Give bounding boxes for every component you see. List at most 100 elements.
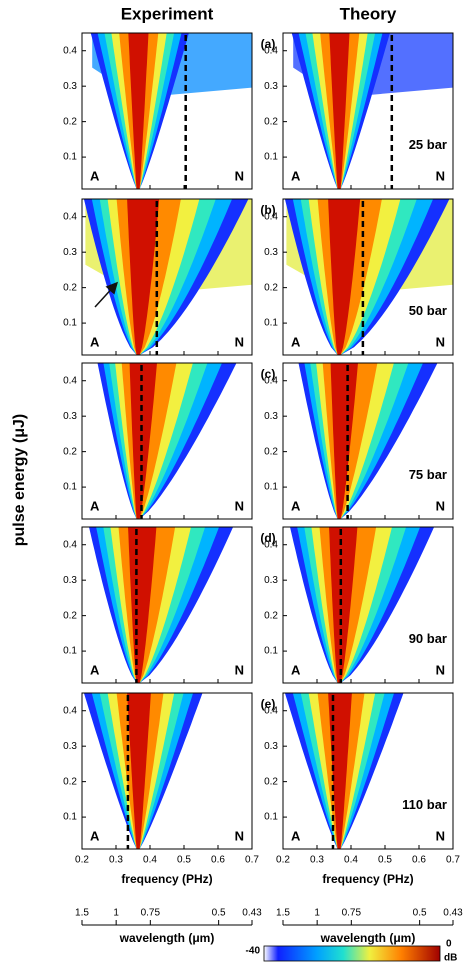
y-tick-label: 0.2: [264, 776, 278, 787]
y-tick-label: 0.4: [63, 211, 77, 222]
y-tick-label: 0.1: [63, 812, 77, 823]
pressure-label: 25 bar: [409, 137, 447, 152]
spectrum: [90, 33, 252, 189]
y-tick-label: 0.2: [264, 446, 278, 457]
y-tick-label: 0.3: [63, 411, 77, 422]
y-tick-label: 0.4: [264, 539, 278, 550]
pressure-label: 50 bar: [409, 303, 447, 318]
y-tick-label: 0.2: [63, 446, 77, 457]
y-tick-label: 0.2: [63, 116, 77, 127]
y-tick-label: 0.3: [63, 81, 77, 92]
y-tick-label: 0.3: [264, 575, 278, 586]
y-tick-label: 0.4: [63, 539, 77, 550]
y-tick-label: 0.2: [264, 282, 278, 293]
spectrum: [284, 693, 404, 849]
panel-frame: [282, 198, 454, 356]
y-tick-label: 0.3: [264, 247, 278, 258]
x-tick-label: 0.2: [276, 855, 290, 866]
y-tick-label: 0.2: [264, 116, 278, 127]
colorbar-min: -40: [246, 946, 261, 957]
panel-label: (b): [260, 203, 275, 217]
corner-label: A: [291, 168, 301, 183]
x2-tick-label: 1: [113, 908, 119, 919]
panel-frame: [81, 362, 253, 520]
corner-label: A: [291, 662, 301, 677]
corner-label: N: [436, 662, 445, 677]
corner-label: N: [235, 498, 244, 513]
spectrum: [298, 363, 438, 519]
x2-tick-label: 0.75: [141, 908, 161, 919]
corner-label: A: [90, 662, 100, 677]
spectrum-layer: [329, 33, 350, 189]
y-tick-label: 0.1: [63, 646, 77, 657]
panel-frame: [282, 362, 454, 520]
panel-frame: [81, 692, 253, 850]
corner-label: A: [291, 334, 301, 349]
corner-label: A: [90, 498, 100, 513]
x-axis-label: frequency (PHz): [322, 872, 413, 886]
y-tick-label: 0.3: [264, 81, 278, 92]
panel: 0.1 0.2 0.3 0.4 A N 90 bar: [264, 526, 454, 684]
corner-label: N: [436, 828, 445, 843]
panel: 0.1 0.2 0.3 0.4 A N: [63, 526, 253, 684]
spectrum: [89, 527, 234, 683]
panel-label: (a): [261, 37, 276, 51]
y-tick-label: 0.4: [264, 45, 278, 56]
y-tick-label: 0.3: [63, 247, 77, 258]
y-tick-label: 0.1: [264, 152, 278, 163]
panel: 0.1 0.2 0.3 0.4 A N 25 bar: [264, 32, 454, 190]
spectrum: [291, 33, 453, 189]
y-tick-label: 0.1: [264, 482, 278, 493]
spectrum-layer: [128, 33, 149, 189]
column-title: Theory: [340, 4, 397, 23]
spectrum: [290, 527, 435, 683]
x-tick-label: 0.5: [177, 855, 191, 866]
y-tick-label: 0.1: [264, 812, 278, 823]
x2-axis-label: wavelength (μm): [320, 931, 416, 945]
corner-label: N: [235, 828, 244, 843]
x2-tick-label: 1: [314, 908, 320, 919]
spectrum-layer: [329, 527, 358, 683]
y-tick-label: 0.2: [264, 610, 278, 621]
pressure-label: 110 bar: [402, 797, 447, 812]
panel-frame: [282, 692, 454, 850]
corner-label: A: [90, 168, 100, 183]
column-title: Experiment: [121, 4, 214, 23]
panel-label: (e): [261, 697, 276, 711]
spectrum-layer: [127, 199, 160, 355]
y-tick-label: 0.4: [63, 705, 77, 716]
y-tick-label: 0.1: [63, 318, 77, 329]
y-tick-label: 0.4: [63, 375, 77, 386]
y-tick-label: 0.3: [264, 411, 278, 422]
corner-label: N: [235, 334, 244, 349]
y-tick-label: 0.4: [264, 375, 278, 386]
pressure-label: 75 bar: [409, 467, 447, 482]
y-tick-label: 0.1: [63, 152, 77, 163]
corner-label: N: [235, 168, 244, 183]
panel-label: (c): [261, 367, 276, 381]
y-tick-label: 0.4: [264, 705, 278, 716]
panel: 0.1 0.2 0.3 0.4 A N: [63, 198, 253, 356]
corner-label: N: [436, 334, 445, 349]
corner-label: A: [291, 498, 301, 513]
y-tick-label: 0.4: [63, 45, 77, 56]
panel-frame: [81, 198, 253, 356]
y-tick-label: 0.4: [264, 211, 278, 222]
panel: 0.1 0.2 0.3 0.4 A N: [63, 362, 253, 520]
x2-tick-label: 0.5: [212, 908, 226, 919]
panel-frame: [282, 32, 454, 190]
x2-tick-label: 0.75: [342, 908, 362, 919]
spectrum-layer: [128, 527, 157, 683]
x-tick-label: 0.2: [75, 855, 89, 866]
y-tick-label: 0.3: [264, 741, 278, 752]
colorbar-unit: dB: [444, 953, 457, 964]
spectrum-layer: [127, 693, 151, 849]
panel: 0.1 0.2 0.3 0.4 A N: [63, 32, 253, 190]
y-tick-label: 0.2: [63, 776, 77, 787]
corner-label: A: [90, 828, 100, 843]
panel-frame: [282, 526, 454, 684]
corner-label: N: [235, 662, 244, 677]
x2-tick-label: 0.43: [242, 908, 262, 919]
y-tick-label: 0.3: [63, 741, 77, 752]
